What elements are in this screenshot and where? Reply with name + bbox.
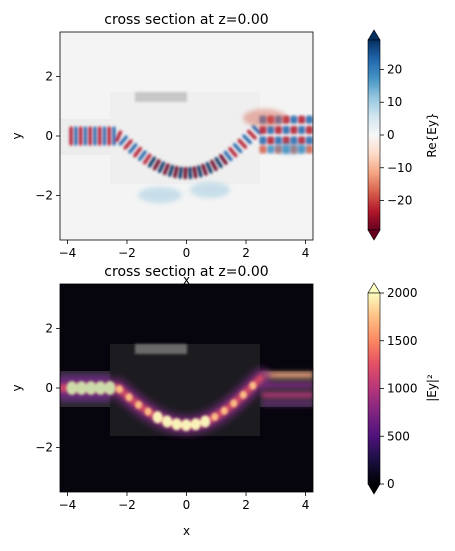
top-chart-title: cross section at z=0.00 bbox=[104, 12, 268, 28]
bottom-colorbar-tick-label: 1000 bbox=[387, 382, 418, 396]
top-y-axis: −2 0 2 bbox=[35, 70, 60, 202]
abs-ey-panel: cross section at z=0.00 −4 −2 0 2 4 −2 0 2 x y bbox=[10, 264, 439, 538]
abs-ey-field-map bbox=[60, 284, 313, 492]
top-colorbar-label: Re{Ey} bbox=[425, 112, 439, 157]
bottom-x-axis: −4 −2 0 2 4 bbox=[59, 492, 310, 512]
re-ey-field-map bbox=[60, 32, 313, 240]
top-x-axis-label: x bbox=[183, 273, 190, 287]
bottom-colorbar-tick-label: 0 bbox=[387, 477, 395, 491]
re-ey-panel: cross section at z=0.00 −4 −2 0 2 4 −202 x y bbox=[10, 12, 439, 287]
top-x-tick-label: 2 bbox=[242, 246, 250, 260]
bottom-x-tick-label: −2 bbox=[118, 498, 136, 512]
top-y-tick-label: 2 bbox=[45, 70, 53, 84]
bottom-y-axis: −2 0 2 bbox=[35, 322, 60, 454]
bottom-chart-title: cross section at z=0.00 bbox=[104, 264, 268, 280]
bottom-x-tick-label: 2 bbox=[242, 498, 250, 512]
bottom-x-tick-label: −4 bbox=[59, 498, 77, 512]
top-colorbar-tick-label: 10 bbox=[387, 95, 402, 109]
top-colorbar-tick-label: −10 bbox=[387, 161, 412, 175]
bottom-colorbar-tick-label: 2000 bbox=[387, 286, 418, 300]
top-x-axis: −4 −2 0 2 4 bbox=[59, 240, 310, 260]
bottom-colorbar-label: |Ey|² bbox=[425, 374, 439, 402]
bottom-x-tick-label: 0 bbox=[183, 498, 191, 512]
top-x-tick-label: 0 bbox=[183, 246, 191, 260]
top-colorbar-tick-label: −20 bbox=[387, 194, 412, 208]
bottom-y-tick-label: −2 bbox=[35, 440, 53, 454]
re-ey-colorbar: −20 −10 0 10 20 Re{Ey} bbox=[367, 29, 439, 241]
bottom-colorbar-tick-label: 500 bbox=[387, 429, 410, 443]
bottom-y-tick-label: 2 bbox=[45, 322, 53, 336]
top-x-tick-label: −4 bbox=[59, 246, 77, 260]
top-colorbar-tick-label: 0 bbox=[387, 128, 395, 142]
bottom-y-tick-label: 0 bbox=[45, 381, 53, 395]
top-colorbar-tick-label: 20 bbox=[387, 62, 402, 76]
bottom-x-tick-label: 4 bbox=[302, 498, 310, 512]
top-y-tick-label: −2 bbox=[35, 188, 53, 202]
abs-ey-colorbar: 0 500 1000 1500 2000 |Ey|² bbox=[367, 282, 439, 495]
top-x-tick-label: −2 bbox=[118, 246, 136, 260]
top-y-tick-label: 0 bbox=[45, 129, 53, 143]
bottom-y-axis-label: y bbox=[10, 384, 24, 391]
bottom-colorbar-tick-label: 1500 bbox=[387, 334, 418, 348]
bottom-x-axis-label: x bbox=[183, 524, 190, 538]
top-x-tick-label: 4 bbox=[302, 246, 310, 260]
top-y-axis-label: y bbox=[10, 132, 24, 139]
